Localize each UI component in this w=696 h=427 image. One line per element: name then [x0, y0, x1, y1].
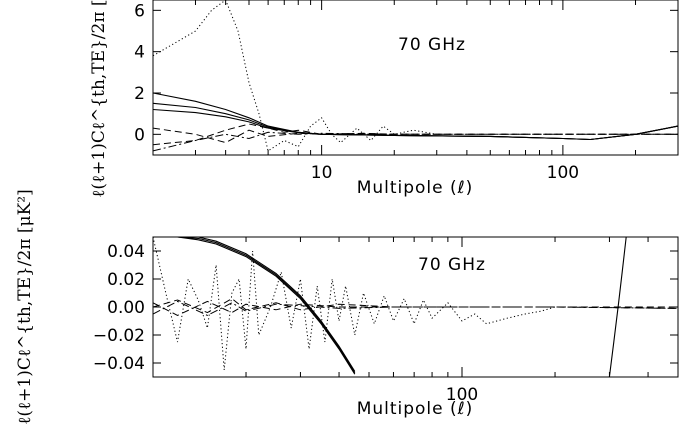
series-line-dotted [153, 237, 580, 371]
bottom-y-axis-title: ℓ(ℓ+1)Cℓ^{th,TE}/2π [μK²] [15, 189, 35, 425]
y-tick-label: 0.04 [107, 242, 145, 262]
series-line-dashed [153, 297, 678, 314]
series-line-dashed [153, 300, 678, 316]
top-annotation: 70 GHz [398, 35, 466, 55]
x-tick-label: 10 [311, 163, 333, 183]
top-plot-frame [152, 0, 679, 156]
series-line-dash-dot [153, 300, 678, 316]
x-tick-label: 100 [446, 385, 478, 405]
series-line-solid [177, 237, 356, 375]
bottom-x-axis-title: Multipole (ℓ) [357, 399, 474, 419]
y-tick-label: 6 [134, 1, 145, 21]
bottom-x-ticks: 100 [245, 237, 649, 405]
bottom-annotation: 70 GHz [418, 255, 486, 275]
y-tick-label: −0.04 [93, 354, 145, 374]
top-y-ticks: 0 2 4 6 [134, 1, 678, 145]
series-line-solid [153, 108, 678, 141]
top-y-axis-title: ℓ(ℓ+1)Cℓ^{th,TE}/2π [μK²] [89, 0, 109, 198]
y-tick-label: −0.02 [93, 326, 145, 346]
x-tick-label: 100 [547, 163, 579, 183]
series-line-solid [153, 92, 678, 141]
bottom-series [153, 237, 678, 377]
bottom-y-ticks: −0.04 −0.02 0.00 0.02 0.04 [93, 242, 678, 374]
bottom-panel: −0.04 −0.02 0.00 0.02 0.04 100 70 GHz Multip… [15, 189, 679, 425]
series-line-solid [177, 237, 356, 374]
series-line-dashed [153, 127, 678, 144]
top-x-ticks: 10 100 [194, 0, 637, 183]
y-tick-label: 0 [134, 125, 145, 145]
top-series [153, 0, 678, 152]
series-line-dotted [153, 0, 437, 152]
y-tick-label: 4 [134, 43, 145, 63]
y-tick-label: 2 [134, 84, 145, 104]
series-line-solid [177, 237, 356, 372]
y-tick-label: 0.00 [107, 298, 145, 318]
top-x-axis-title: Multipole (ℓ) [357, 178, 474, 198]
top-panel: 0 2 4 6 10 100 70 GHz Multipole (ℓ) ℓ(ℓ+1)Cℓ… [89, 0, 679, 198]
y-tick-label: 0.02 [107, 270, 145, 290]
